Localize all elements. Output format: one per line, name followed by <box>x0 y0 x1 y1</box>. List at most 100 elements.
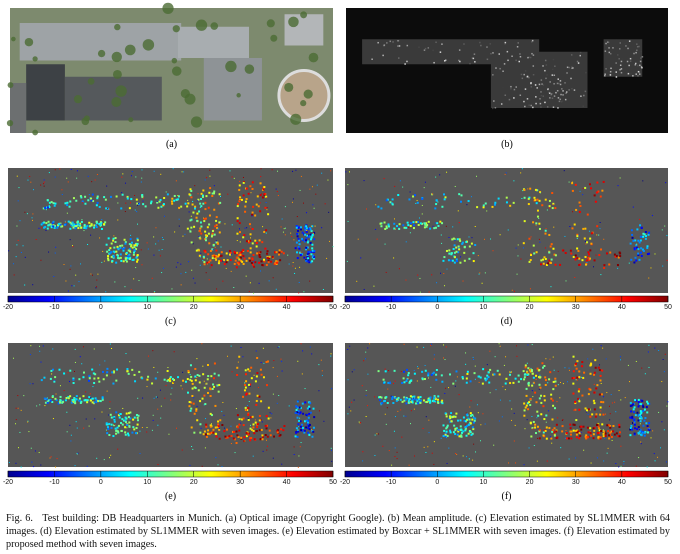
noise-point <box>653 453 655 455</box>
elev-point <box>53 380 56 383</box>
amp-speckle <box>640 57 642 59</box>
amp-speckle <box>559 98 562 101</box>
noise-point <box>76 170 78 172</box>
amp-speckle <box>500 103 503 105</box>
elev-point <box>113 420 116 423</box>
amp-speckle <box>519 94 522 96</box>
noise-point <box>172 382 174 384</box>
elev-point <box>244 205 247 208</box>
noise-point <box>617 185 619 187</box>
noise-point <box>74 361 76 363</box>
noise-point <box>571 181 573 183</box>
noise-point <box>38 452 40 454</box>
noise-point <box>88 194 90 196</box>
colorbar <box>344 470 669 478</box>
elev-point <box>532 244 535 247</box>
elev-point <box>469 430 472 433</box>
tree <box>83 115 90 122</box>
noise-point <box>396 458 398 460</box>
noise-point <box>384 368 386 370</box>
noise-point <box>346 260 348 262</box>
noise-point <box>238 228 240 230</box>
amp-speckle <box>542 84 545 86</box>
noise-point <box>157 463 159 465</box>
elev-point <box>544 232 547 235</box>
elev-point <box>264 247 267 250</box>
noise-point <box>564 437 566 439</box>
amp-speckle <box>504 94 507 97</box>
elev-point <box>408 381 411 384</box>
elev-point <box>106 367 109 370</box>
noise-point <box>326 257 328 259</box>
tree <box>171 66 182 76</box>
elev-point <box>305 426 308 429</box>
noise-point <box>206 177 208 179</box>
noise-point <box>374 434 376 436</box>
noise-point <box>42 345 44 347</box>
elev-point <box>387 225 390 228</box>
amp-speckle <box>620 68 623 70</box>
elev-point <box>127 254 130 257</box>
elev-point <box>636 228 639 231</box>
elev-point <box>634 239 637 242</box>
elev-point <box>449 429 452 432</box>
tree <box>128 117 134 123</box>
amp-speckle <box>553 95 556 97</box>
noise-point <box>93 348 95 350</box>
amp-speckle <box>507 59 509 62</box>
elev-point <box>300 429 303 432</box>
elev-point <box>202 255 205 258</box>
elev-point <box>446 424 449 427</box>
elev-point <box>275 251 278 254</box>
colorbar-tick-label: 20 <box>190 479 198 486</box>
noise-point <box>45 209 47 211</box>
elev-point <box>107 237 110 240</box>
noise-point <box>586 262 588 264</box>
tree <box>184 93 196 105</box>
noise-point <box>55 246 57 248</box>
elev-point <box>49 399 52 402</box>
elev-point <box>254 261 257 264</box>
noise-point <box>20 251 22 253</box>
elev-point <box>108 252 111 255</box>
noise-point <box>96 286 98 288</box>
amp-speckle <box>545 64 548 66</box>
elev-point <box>235 266 238 269</box>
noise-point <box>202 260 204 262</box>
noise-point <box>284 227 286 229</box>
elev-point <box>304 233 307 236</box>
elev-point <box>101 370 104 373</box>
noise-point <box>261 193 263 195</box>
noise-point <box>194 282 196 284</box>
noise-point <box>583 449 585 451</box>
noise-point <box>16 175 18 177</box>
elev-point <box>119 244 122 247</box>
noise-point <box>562 419 564 421</box>
noise-point <box>660 447 662 449</box>
elev-point <box>294 247 297 250</box>
elev-point <box>482 368 485 371</box>
noise-point <box>61 189 63 191</box>
elev-point <box>550 393 553 396</box>
amp-speckle <box>556 89 559 92</box>
amp-speckle <box>612 47 614 49</box>
elev-point <box>629 242 632 245</box>
elev-point <box>590 362 593 365</box>
elev-point <box>232 437 235 440</box>
noise-point <box>137 397 139 399</box>
elev-point <box>267 417 270 420</box>
elev-point <box>253 432 256 435</box>
noise-point <box>250 192 252 194</box>
amp-speckle <box>608 51 611 54</box>
noise-point <box>244 227 246 229</box>
noise-point <box>134 243 136 245</box>
elev-point <box>252 423 255 426</box>
elev-point <box>211 233 214 236</box>
elev-point <box>444 412 447 415</box>
noise-point <box>130 251 132 253</box>
amp-speckle <box>526 98 529 100</box>
amp-speckle <box>584 90 587 93</box>
elev-point <box>135 414 138 417</box>
elev-point <box>126 257 129 260</box>
